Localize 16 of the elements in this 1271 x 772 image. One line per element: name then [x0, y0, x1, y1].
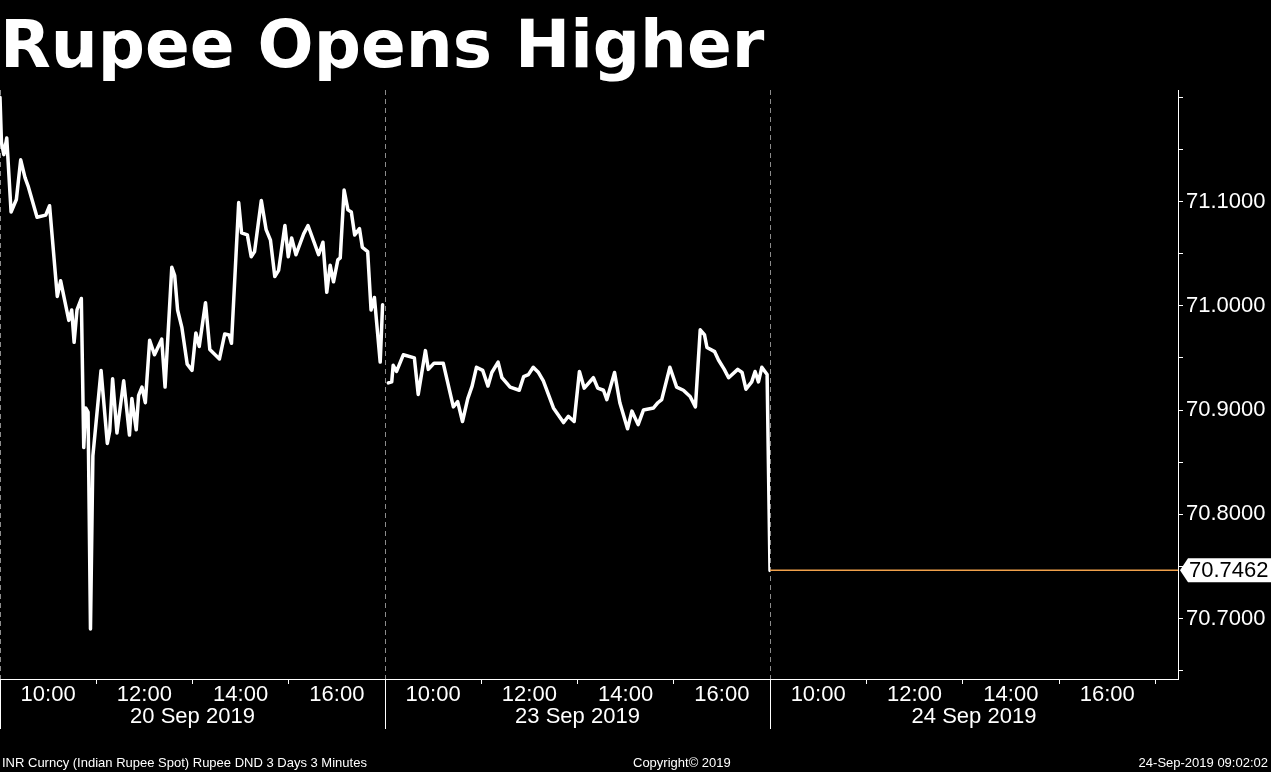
x-tick-label: 10:00 [405, 681, 461, 707]
x-tick-label: 16:00 [1079, 681, 1135, 707]
x-tick-label: 10:00 [20, 681, 76, 707]
y-tick-label: 71.1000 [1186, 187, 1266, 213]
y-tick-label: 70.7000 [1186, 604, 1266, 630]
chart-title: Rupee Opens Higher [0, 6, 765, 83]
text: Copyright© 2019 [633, 754, 731, 772]
text: 24-Sep-2019 09:02:02 [1138, 754, 1268, 772]
y-tick-label: 70.9000 [1186, 396, 1266, 422]
y-tick-label: 71.0000 [1186, 291, 1266, 317]
data-label: 70.7462 [1189, 557, 1269, 583]
y-tick-label: 70.8000 [1186, 500, 1266, 526]
x-tick-label: 16:00 [309, 681, 365, 707]
x-tick-label: 10:00 [790, 681, 846, 707]
text: INR Curncy (Indian Rupee Spot) Rupee DND 3 Days 3 Minutes [2, 754, 367, 772]
x-tick-label: 16:00 [694, 681, 750, 707]
